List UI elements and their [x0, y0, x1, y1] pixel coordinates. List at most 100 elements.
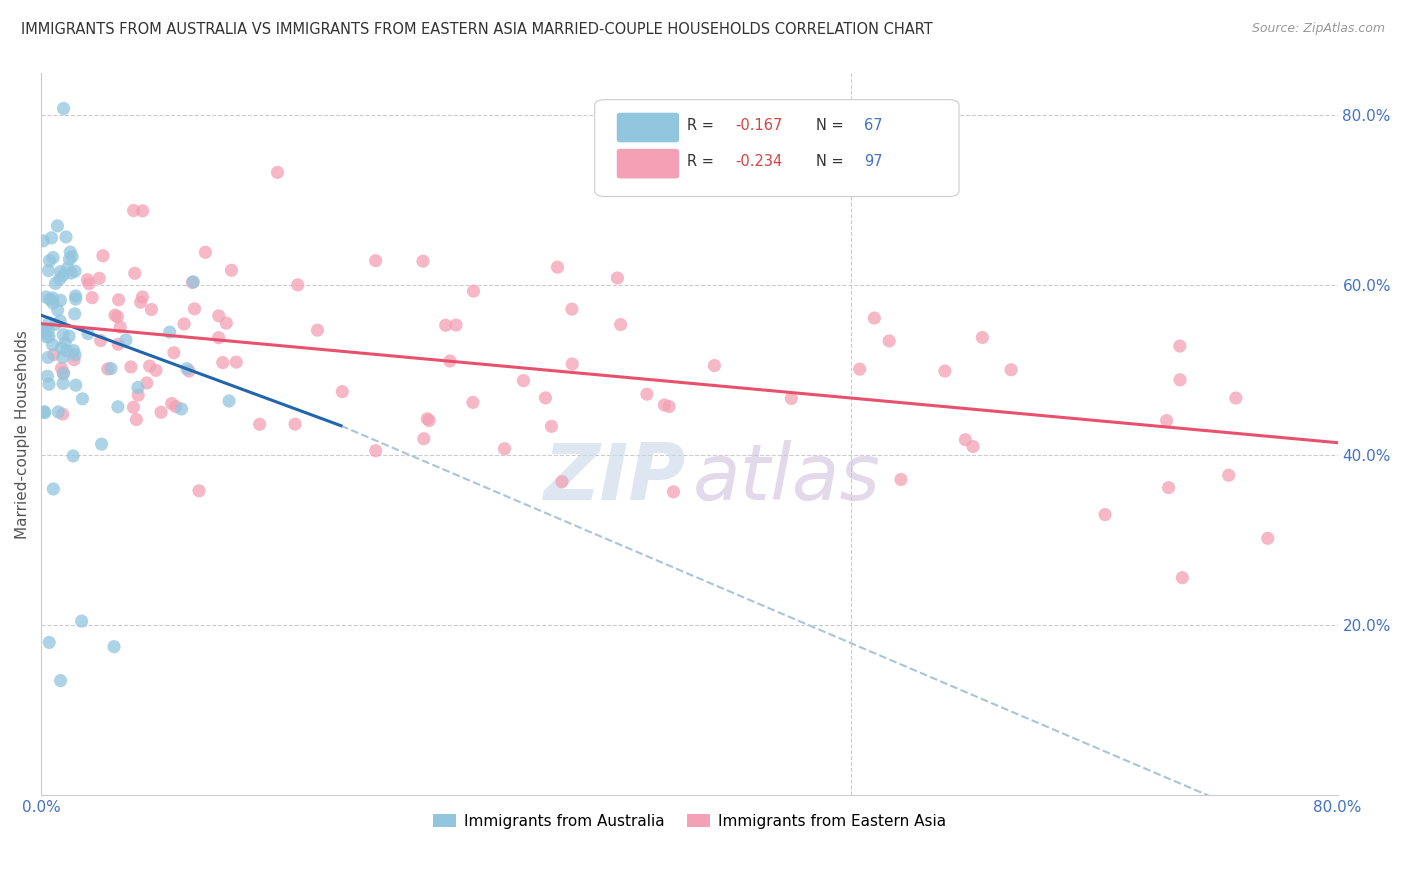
- Text: -0.234: -0.234: [735, 154, 782, 169]
- Point: [176, 361, 198, 376]
- Point: [962, 440, 984, 454]
- Point: [547, 260, 569, 275]
- Point: [62, 343, 84, 358]
- Point: [65, 378, 87, 392]
- Text: atlas: atlas: [693, 440, 882, 516]
- Point: [91, 249, 114, 263]
- Text: -0.167: -0.167: [735, 119, 782, 133]
- Point: [38, 635, 60, 649]
- Point: [60, 266, 83, 280]
- Point: [34, 323, 56, 337]
- Point: [780, 392, 803, 406]
- Point: [211, 355, 233, 369]
- Point: [266, 165, 288, 179]
- Point: [63, 352, 86, 367]
- Point: [59, 245, 82, 260]
- Text: ZIP: ZIP: [543, 440, 686, 516]
- Point: [46, 405, 69, 419]
- Point: [1094, 508, 1116, 522]
- Point: [141, 302, 163, 317]
- Point: [49, 314, 72, 328]
- Y-axis label: Married-couple Households: Married-couple Households: [15, 330, 30, 539]
- Point: [77, 326, 100, 341]
- Point: [82, 291, 104, 305]
- Point: [160, 396, 183, 410]
- Point: [52, 102, 75, 116]
- Point: [108, 320, 131, 334]
- Point: [127, 380, 149, 394]
- Point: [49, 265, 72, 279]
- Point: [364, 443, 387, 458]
- Point: [412, 254, 434, 268]
- Point: [1171, 571, 1194, 585]
- Point: [444, 318, 467, 332]
- Point: [551, 475, 574, 489]
- Point: [1168, 373, 1191, 387]
- Point: [463, 284, 485, 298]
- Point: [364, 253, 387, 268]
- Point: [52, 351, 75, 365]
- Point: [56, 343, 79, 358]
- Point: [170, 401, 193, 416]
- Point: [38, 329, 60, 343]
- Point: [56, 260, 79, 275]
- Point: [194, 245, 217, 260]
- Point: [70, 614, 93, 628]
- Point: [76, 273, 98, 287]
- Point: [439, 354, 461, 368]
- Point: [97, 362, 120, 376]
- Point: [38, 253, 60, 268]
- Point: [41, 338, 63, 352]
- Point: [41, 291, 63, 305]
- Point: [287, 277, 309, 292]
- Point: [65, 289, 87, 303]
- Point: [145, 363, 167, 377]
- Point: [107, 337, 129, 351]
- Point: [461, 395, 484, 409]
- Point: [41, 231, 63, 245]
- Point: [63, 348, 86, 362]
- Point: [49, 293, 72, 308]
- Point: [55, 230, 77, 244]
- Point: [208, 309, 231, 323]
- Point: [494, 442, 516, 456]
- Point: [609, 318, 631, 332]
- Text: 97: 97: [865, 154, 883, 169]
- Point: [221, 263, 243, 277]
- Point: [658, 400, 681, 414]
- Point: [863, 311, 886, 326]
- Point: [107, 310, 129, 324]
- Point: [307, 323, 329, 337]
- Point: [418, 413, 440, 427]
- Point: [103, 640, 125, 654]
- Point: [1156, 414, 1178, 428]
- Point: [65, 292, 87, 306]
- Point: [51, 341, 73, 355]
- Point: [636, 387, 658, 401]
- Point: [53, 335, 76, 350]
- Point: [934, 364, 956, 378]
- Point: [534, 391, 557, 405]
- Point: [89, 271, 111, 285]
- Point: [284, 417, 307, 432]
- Point: [115, 333, 138, 347]
- Point: [52, 407, 75, 421]
- Point: [37, 369, 59, 384]
- Point: [434, 318, 457, 333]
- Point: [412, 432, 434, 446]
- Point: [183, 301, 205, 316]
- Point: [107, 400, 129, 414]
- Point: [215, 316, 238, 330]
- Point: [46, 303, 69, 318]
- Point: [1168, 339, 1191, 353]
- Point: [38, 263, 60, 277]
- Point: [848, 362, 870, 376]
- Point: [35, 290, 58, 304]
- Point: [125, 412, 148, 426]
- Point: [177, 364, 200, 378]
- Point: [131, 290, 153, 304]
- Point: [127, 388, 149, 402]
- Point: [42, 347, 65, 361]
- Point: [540, 419, 562, 434]
- Point: [72, 392, 94, 406]
